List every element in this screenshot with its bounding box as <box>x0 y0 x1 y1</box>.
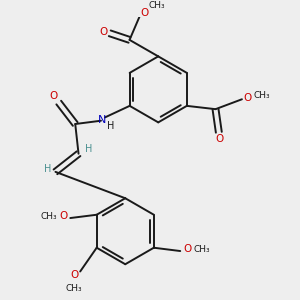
Text: O: O <box>140 8 148 18</box>
Text: O: O <box>216 134 224 144</box>
Text: CH₃: CH₃ <box>254 91 270 100</box>
Text: H: H <box>85 144 92 154</box>
Text: CH₃: CH₃ <box>194 245 210 254</box>
Text: H: H <box>107 121 115 131</box>
Text: O: O <box>70 270 78 280</box>
Text: CH₃: CH₃ <box>40 212 57 221</box>
Text: N: N <box>98 115 106 125</box>
Text: CH₃: CH₃ <box>66 284 82 293</box>
Text: O: O <box>100 27 108 37</box>
Text: H: H <box>44 164 51 174</box>
Text: CH₃: CH₃ <box>148 1 165 10</box>
Text: O: O <box>59 212 67 221</box>
Text: O: O <box>183 244 192 254</box>
Text: O: O <box>50 91 58 101</box>
Text: O: O <box>244 93 252 103</box>
